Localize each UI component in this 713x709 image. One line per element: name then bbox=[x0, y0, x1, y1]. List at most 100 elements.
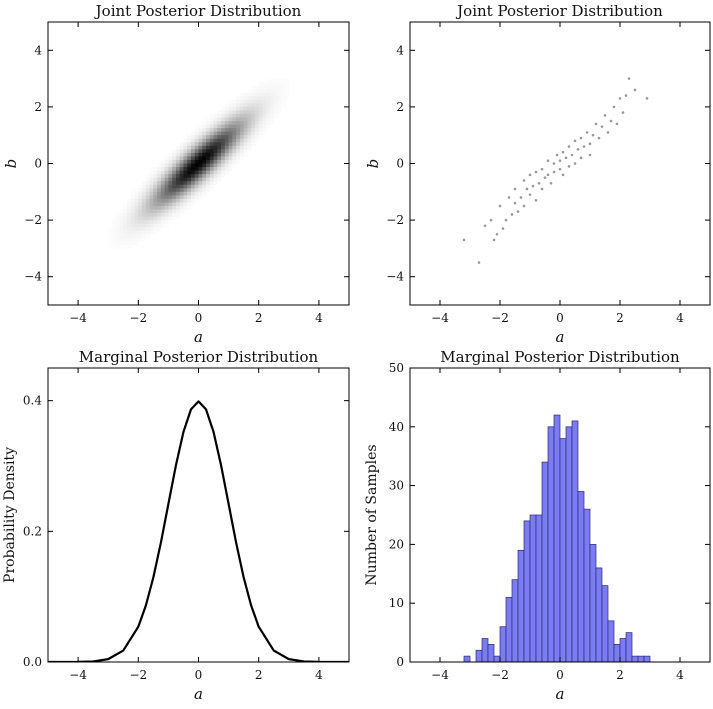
heatmap-cell bbox=[183, 184, 188, 189]
joint-scatter-plot-area bbox=[462, 77, 649, 264]
heatmap-cell bbox=[239, 156, 245, 161]
heatmap-cell bbox=[168, 174, 173, 179]
heatmap-cell bbox=[175, 205, 181, 210]
axes-frame bbox=[47, 367, 350, 663]
heatmap-cell bbox=[164, 181, 169, 186]
heatmap-cell bbox=[194, 167, 199, 171]
heatmap-cell bbox=[243, 103, 248, 108]
heatmap-cell bbox=[119, 237, 124, 242]
heatmap-cell bbox=[160, 195, 166, 200]
x-tick-label: −2 bbox=[129, 311, 147, 325]
heatmap-cell bbox=[179, 188, 184, 193]
heatmap-cell bbox=[172, 156, 177, 161]
heatmap-cell bbox=[247, 124, 252, 129]
heatmap-cell bbox=[213, 138, 218, 143]
heatmap-cell bbox=[221, 159, 226, 164]
heatmap-cell bbox=[149, 174, 154, 179]
heatmap-cell bbox=[198, 188, 203, 193]
heatmap-cell bbox=[160, 198, 166, 203]
heatmap-cell bbox=[254, 85, 260, 90]
heatmap-cell bbox=[157, 227, 162, 232]
heatmap-cell bbox=[224, 131, 229, 136]
heatmap-cell bbox=[273, 82, 278, 87]
heatmap-cell bbox=[217, 117, 222, 122]
x-tick-label: −2 bbox=[129, 668, 147, 682]
heatmap-cell bbox=[269, 117, 275, 122]
heatmap-cell bbox=[142, 198, 147, 203]
heatmap-cell bbox=[217, 113, 222, 118]
heatmap-cell bbox=[224, 163, 229, 168]
heatmap-cell bbox=[206, 167, 211, 171]
heatmap-cell bbox=[187, 142, 192, 147]
heatmap-cell bbox=[194, 149, 199, 154]
heatmap-cell bbox=[108, 237, 113, 242]
heatmap-cell bbox=[243, 149, 248, 154]
heatmap-cell bbox=[123, 205, 128, 210]
heatmap-cell bbox=[206, 159, 211, 164]
heatmap-cell bbox=[134, 227, 139, 232]
heatmap-cell bbox=[247, 131, 252, 136]
heatmap-cell bbox=[213, 145, 218, 150]
heatmap-cell bbox=[202, 124, 207, 129]
histogram-bar bbox=[475, 649, 483, 662]
heatmap-cell bbox=[221, 152, 226, 157]
heatmap-cell bbox=[224, 145, 229, 150]
heatmap-cell bbox=[228, 135, 233, 140]
heatmap-cell bbox=[243, 99, 248, 104]
heatmap-cell bbox=[285, 82, 290, 87]
heatmap-cell bbox=[217, 177, 222, 182]
heatmap-cell bbox=[232, 135, 237, 140]
heatmap-cell bbox=[239, 99, 245, 104]
heatmap-cell bbox=[198, 131, 203, 136]
x-tick-label: −2 bbox=[491, 311, 509, 325]
heatmap-cell bbox=[217, 135, 222, 140]
heatmap-cell bbox=[145, 213, 150, 217]
scatter-point bbox=[567, 165, 571, 168]
x-tick-label: 0 bbox=[556, 311, 564, 325]
heatmap-cell bbox=[266, 85, 271, 90]
heatmap-cell bbox=[164, 209, 169, 214]
heatmap-cell bbox=[221, 167, 226, 171]
heatmap-cell bbox=[187, 152, 192, 157]
heatmap-cell bbox=[273, 78, 278, 83]
scatter-point bbox=[564, 156, 568, 160]
heatmap-cell bbox=[221, 113, 226, 118]
scatter-point bbox=[600, 125, 604, 129]
heatmap-cell bbox=[221, 138, 226, 143]
scatter-point bbox=[633, 88, 637, 92]
heatmap-cell bbox=[217, 121, 222, 125]
histogram-bar bbox=[595, 567, 603, 662]
chart-title: Marginal Posterior Distribution bbox=[79, 348, 319, 366]
y-axis-label: b bbox=[2, 159, 20, 169]
heatmap-cell bbox=[269, 85, 275, 90]
heatmap-cell bbox=[243, 142, 248, 147]
heatmap-cell bbox=[198, 128, 203, 133]
histogram-bar bbox=[583, 508, 591, 662]
heatmap-cell bbox=[243, 113, 248, 118]
x-axis-label: a bbox=[194, 328, 203, 346]
heatmap-cell bbox=[123, 237, 128, 242]
y-tick-label: 0.0 bbox=[23, 655, 42, 669]
heatmap-cell bbox=[142, 202, 147, 207]
heatmap-cell bbox=[194, 191, 199, 196]
y-tick-label: 20 bbox=[389, 537, 404, 551]
heatmap-cell bbox=[273, 103, 278, 108]
heatmap-cell bbox=[198, 149, 203, 154]
heatmap-cell bbox=[198, 145, 203, 150]
heatmap-cell bbox=[142, 191, 147, 196]
y-tick-label: 2 bbox=[34, 100, 42, 114]
heatmap-cell bbox=[175, 174, 181, 179]
heatmap-cell bbox=[160, 223, 166, 228]
heatmap-cell bbox=[224, 121, 229, 125]
scatter-point bbox=[462, 238, 466, 242]
heatmap-cell bbox=[209, 121, 214, 125]
heatmap-cell bbox=[190, 142, 196, 147]
heatmap-cell bbox=[164, 216, 169, 221]
heatmap-cell bbox=[157, 170, 162, 175]
scatter-point bbox=[513, 201, 517, 205]
heatmap-cell bbox=[281, 92, 286, 97]
joint-heatmap-plot-area bbox=[108, 78, 290, 249]
scatter-point bbox=[609, 119, 613, 123]
heatmap-cell bbox=[145, 177, 150, 182]
heatmap-cell bbox=[202, 131, 207, 136]
